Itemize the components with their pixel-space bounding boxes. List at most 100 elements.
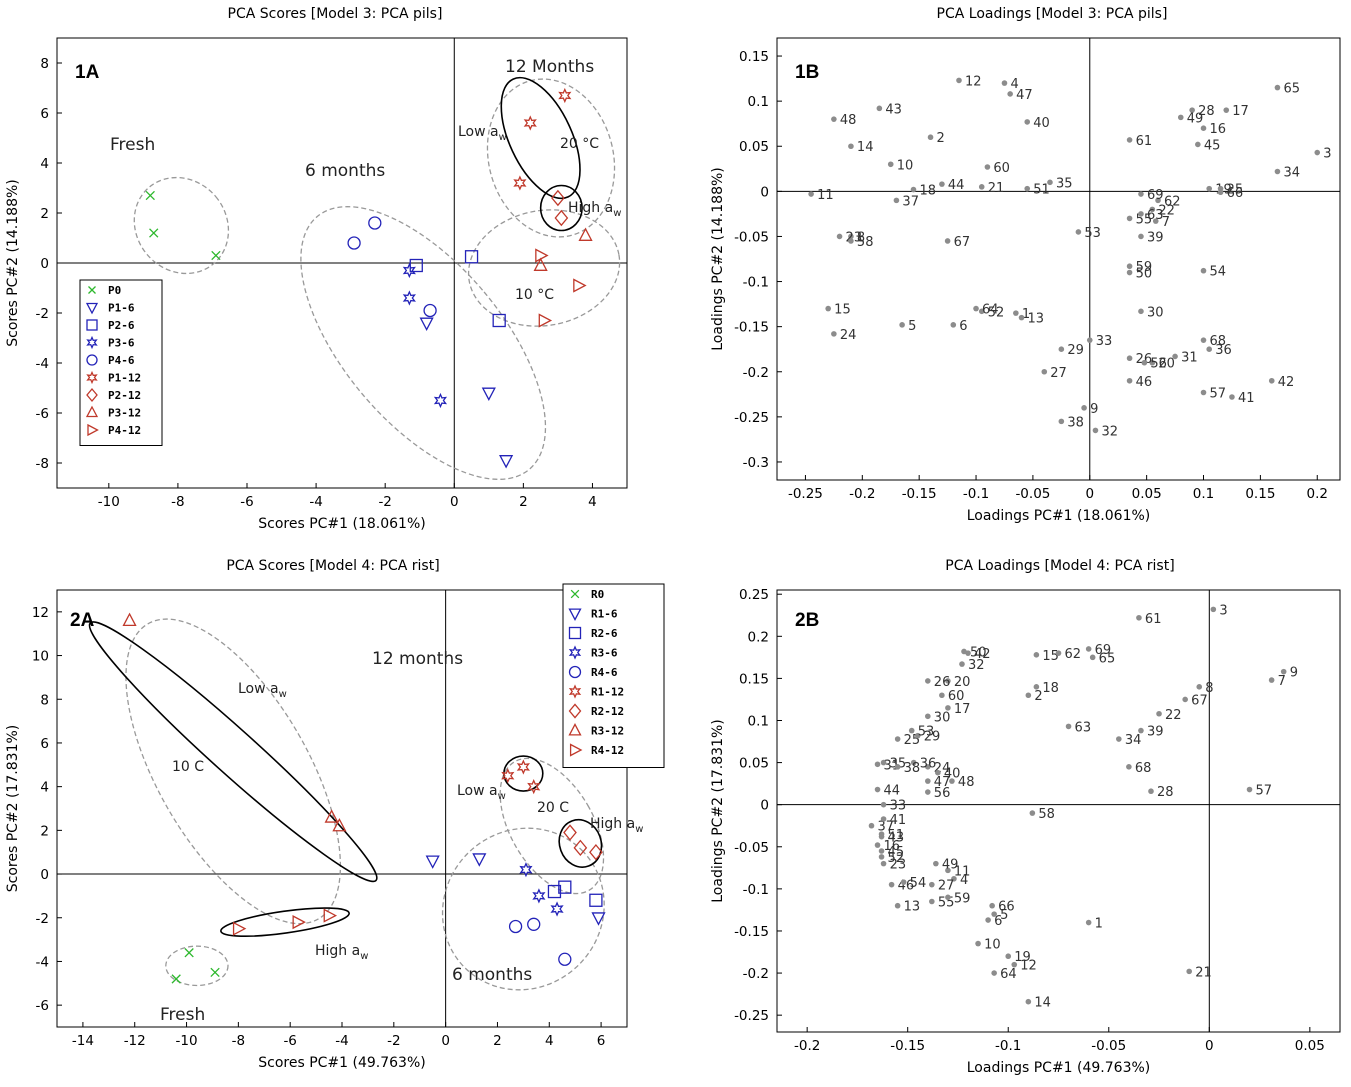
loading-point bbox=[1206, 346, 1213, 353]
data-point-r4-6 bbox=[558, 952, 572, 966]
data-point-r4-12 bbox=[232, 921, 247, 936]
data-point-p2-6 bbox=[492, 313, 506, 328]
data-point-p4-6 bbox=[423, 303, 437, 318]
loading-point bbox=[1013, 310, 1019, 316]
legend-entry: P4-6 bbox=[108, 354, 135, 367]
y-tick-label: -0.25 bbox=[734, 410, 769, 426]
legend-marker bbox=[568, 665, 582, 679]
loading-label: 42 bbox=[974, 647, 991, 662]
loading-point bbox=[1081, 405, 1087, 411]
loading-label: 22 bbox=[1158, 203, 1175, 218]
loading-point bbox=[949, 778, 955, 784]
loading-point bbox=[945, 678, 951, 684]
loading-label: 27 bbox=[938, 879, 955, 894]
data-point-p3-12 bbox=[578, 227, 593, 241]
loading-label: 66 bbox=[998, 900, 1015, 915]
panel-1a-scores-chart: PCA Scores [Model 3: PCA pils] -10 -8 -6 -4… bbox=[5, 6, 628, 532]
loading-point bbox=[836, 233, 843, 240]
data-point-r1-12 bbox=[501, 768, 515, 784]
loading-point bbox=[1011, 961, 1018, 968]
loading-point bbox=[808, 191, 814, 197]
data-point-p0 bbox=[211, 250, 221, 261]
loading-label: 69 bbox=[1095, 643, 1112, 658]
loading-point bbox=[935, 769, 941, 776]
y-tick-label: -4 bbox=[36, 356, 49, 372]
data-point-r1-6 bbox=[472, 853, 487, 867]
loading-label: 4 bbox=[1010, 77, 1018, 92]
loading-label: 12 bbox=[965, 74, 982, 89]
loading-point bbox=[945, 705, 951, 711]
x-tick-label: 2 bbox=[493, 1033, 502, 1049]
y-tick-label: -0.15 bbox=[734, 320, 769, 336]
annotation-20c: 20 C bbox=[537, 800, 569, 816]
loading-point bbox=[880, 801, 887, 808]
loading-label: 60 bbox=[993, 161, 1010, 176]
loading-point bbox=[1085, 646, 1092, 652]
loading-point bbox=[1156, 710, 1162, 717]
y-tick-label: 2 bbox=[40, 206, 49, 222]
x-tick-label: -8 bbox=[232, 1033, 245, 1049]
y-tick-label: 0.2 bbox=[748, 629, 769, 645]
loading-point bbox=[959, 661, 965, 667]
legend-marker bbox=[86, 354, 98, 366]
loading-point bbox=[925, 764, 931, 770]
panel-label: 1B bbox=[795, 62, 819, 83]
plot-area: -0.25 -0.2 -0.15 -0.1 -0.05 0 0.05 0.1 0.15 0.2-0… bbox=[710, 37, 1341, 524]
loading-point bbox=[1075, 229, 1082, 235]
data-point-p0 bbox=[149, 228, 159, 238]
loading-point bbox=[1126, 764, 1132, 770]
loading-label: 33 bbox=[890, 799, 907, 814]
loading-point bbox=[984, 164, 991, 170]
x-tick-label: -12 bbox=[124, 1033, 146, 1049]
loading-point bbox=[894, 736, 901, 742]
data-point-r3-12 bbox=[324, 809, 339, 823]
loading-point bbox=[1206, 185, 1213, 192]
loading-point bbox=[1182, 696, 1188, 703]
loading-label: 37 bbox=[902, 194, 919, 209]
legend-marker bbox=[568, 703, 582, 719]
group-ellipse-12-months-10c bbox=[467, 209, 621, 327]
loading-point bbox=[1149, 359, 1156, 366]
y-tick-label: 0 bbox=[40, 256, 49, 272]
loading-label: 35 bbox=[1056, 176, 1073, 191]
y-tick-label: -4 bbox=[36, 954, 49, 970]
loading-point bbox=[1200, 389, 1207, 396]
y-axis-label: Scores PC#2 (17.831%) bbox=[5, 725, 21, 892]
annotation-fresh: Fresh bbox=[160, 1005, 205, 1025]
loading-point bbox=[985, 917, 991, 923]
loading-label: 54 bbox=[1210, 265, 1227, 280]
loading-point bbox=[848, 143, 854, 150]
y-tick-label: 0.05 bbox=[739, 139, 769, 155]
loading-label: 55 bbox=[938, 896, 955, 911]
x-tick-label: -0.05 bbox=[1091, 1038, 1126, 1054]
annotation-10c: 10 °C bbox=[515, 287, 554, 303]
loading-label: 28 bbox=[1198, 104, 1215, 119]
loading-label: 16 bbox=[884, 839, 901, 854]
y-tick-label: 12 bbox=[32, 605, 49, 621]
legend-entry: P0 bbox=[108, 284, 121, 297]
y-tick-label: 2 bbox=[40, 823, 49, 839]
loading-label: 60 bbox=[948, 689, 965, 704]
loading-label: 63 bbox=[1147, 208, 1164, 223]
loading-point bbox=[1005, 953, 1012, 960]
legend-entry: R1-6 bbox=[591, 608, 618, 621]
loading-point bbox=[1141, 359, 1148, 366]
x-tick-label: -0.25 bbox=[788, 486, 823, 502]
loading-label: 67 bbox=[1191, 693, 1208, 708]
loading-point bbox=[925, 678, 931, 684]
legend-marker bbox=[86, 370, 98, 385]
loading-label: 13 bbox=[904, 900, 921, 915]
loading-label: 65 bbox=[1099, 651, 1116, 666]
loading-point bbox=[878, 831, 885, 837]
loading-point bbox=[1085, 919, 1092, 926]
loading-point bbox=[1200, 267, 1207, 274]
legend-marker bbox=[86, 335, 98, 350]
y-tick-label: 6 bbox=[40, 736, 49, 752]
x-tick-label: 0.1 bbox=[1193, 486, 1214, 502]
loading-label: 24 bbox=[840, 328, 857, 343]
loading-label: 12 bbox=[1020, 959, 1037, 974]
data-point-p3-12 bbox=[533, 257, 548, 271]
loading-point bbox=[848, 233, 854, 240]
data-point-p3-6 bbox=[402, 290, 416, 306]
